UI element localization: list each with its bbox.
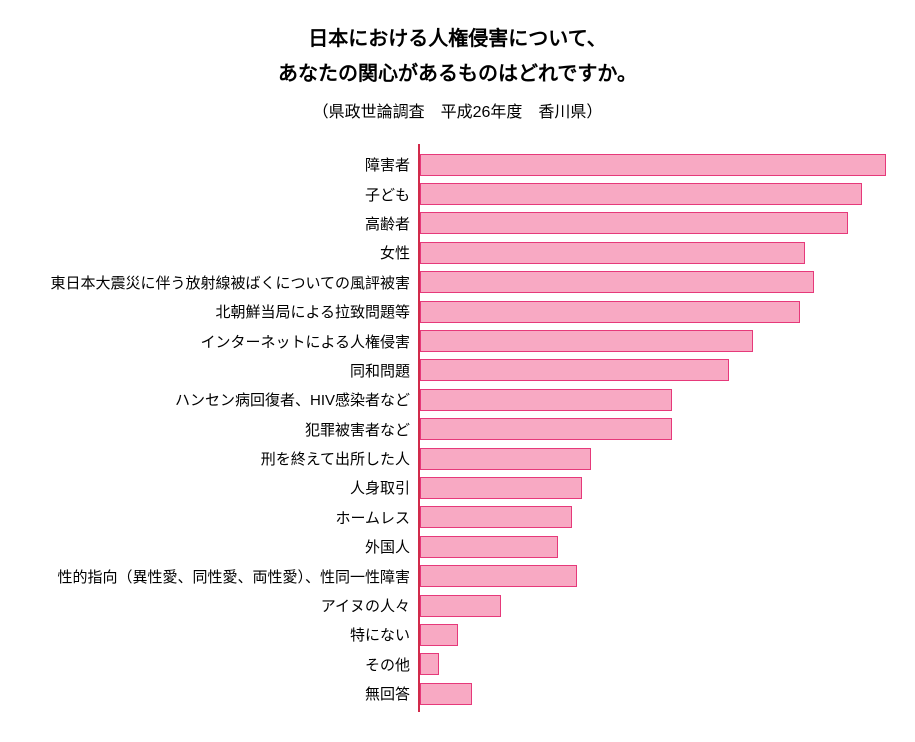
bar-row: ハンセン病回復者、HIV感染者など (20, 385, 895, 414)
bar-row: インターネットによる人権侵害 (20, 326, 895, 355)
chart-title-block: 日本における人権侵害について、 あなたの関心があるものはどれですか。 （県政世論… (20, 22, 895, 122)
bar (420, 330, 753, 352)
bar-label: 外国人 (20, 536, 418, 557)
bar-label: その他 (20, 654, 418, 675)
bar-track (418, 561, 895, 590)
bar-label: アイヌの人々 (20, 595, 418, 616)
bar-label: 北朝鮮当局による拉致問題等 (20, 301, 418, 322)
chart-subtitle: （県政世論調査 平成26年度 香川県） (20, 98, 895, 122)
bar-track (418, 268, 895, 297)
bar-row: 障害者 (20, 150, 895, 179)
bar-label: 障害者 (20, 154, 418, 175)
bar-track (418, 209, 895, 238)
bar-row: 女性 (20, 238, 895, 267)
bar-row: 性的指向（異性愛、同性愛、両性愛）、性同一性障害 (20, 561, 895, 590)
bar (420, 271, 814, 293)
bar-track (418, 326, 895, 355)
bar-label: 同和問題 (20, 360, 418, 381)
bar-row: 犯罪被害者など (20, 415, 895, 444)
bar-track (418, 591, 895, 620)
bar (420, 183, 862, 205)
bar (420, 624, 458, 646)
bar-label: 高齢者 (20, 213, 418, 234)
bar-track (418, 415, 895, 444)
bar-label: 無回答 (20, 683, 418, 704)
bar-row: ホームレス (20, 503, 895, 532)
bar (420, 418, 672, 440)
bar-label: 女性 (20, 242, 418, 263)
bar-track (418, 356, 895, 385)
bar-label: ハンセン病回復者、HIV感染者など (20, 389, 418, 410)
bar (420, 389, 672, 411)
bar (420, 154, 886, 176)
bar (420, 359, 729, 381)
bar (420, 212, 848, 234)
bar-track (418, 150, 895, 179)
bar-track (418, 679, 895, 708)
bar-row: 無回答 (20, 679, 895, 708)
bar-label: 犯罪被害者など (20, 419, 418, 440)
bar (420, 301, 800, 323)
chart-title-line2: あなたの関心があるものはどれですか。 (20, 57, 895, 92)
bar-track (418, 238, 895, 267)
bar-track (418, 444, 895, 473)
bar-label: 性的指向（異性愛、同性愛、両性愛）、性同一性障害 (20, 566, 418, 587)
bar-row: アイヌの人々 (20, 591, 895, 620)
bar-track (418, 532, 895, 561)
bar-track (418, 473, 895, 502)
bar (420, 683, 472, 705)
chart-title-line1: 日本における人権侵害について、 (20, 22, 895, 57)
bar-row: その他 (20, 650, 895, 679)
bar (420, 565, 577, 587)
bar-row: 北朝鮮当局による拉致問題等 (20, 297, 895, 326)
bar-row: 子ども (20, 179, 895, 208)
bar-row: 東日本大震災に伴う放射線被ばくについての風評被害 (20, 268, 895, 297)
bar-label: 特にない (20, 624, 418, 645)
bar (420, 536, 558, 558)
bar-track (418, 179, 895, 208)
bar-label: インターネットによる人権侵害 (20, 331, 418, 352)
bar-row: 同和問題 (20, 356, 895, 385)
bar-row: 人身取引 (20, 473, 895, 502)
bar-track (418, 385, 895, 414)
bar (420, 242, 805, 264)
bar-track (418, 650, 895, 679)
bar-row: 刑を終えて出所した人 (20, 444, 895, 473)
bar-label: 東日本大震災に伴う放射線被ばくについての風評被害 (20, 272, 418, 293)
bar (420, 595, 501, 617)
bar (420, 506, 572, 528)
bar-row: 高齢者 (20, 209, 895, 238)
bar-track (418, 620, 895, 649)
bar (420, 448, 591, 470)
bar (420, 653, 439, 675)
bar-row: 特にない (20, 620, 895, 649)
bar-chart: 障害者子ども高齢者女性東日本大震災に伴う放射線被ばくについての風評被害北朝鮮当局… (20, 150, 895, 708)
bar-label: 人身取引 (20, 477, 418, 498)
bar-label: 刑を終えて出所した人 (20, 448, 418, 469)
bar-track (418, 503, 895, 532)
bar-label: ホームレス (20, 507, 418, 528)
bar (420, 477, 582, 499)
bar-label: 子ども (20, 184, 418, 205)
bar-track (418, 297, 895, 326)
bar-row: 外国人 (20, 532, 895, 561)
